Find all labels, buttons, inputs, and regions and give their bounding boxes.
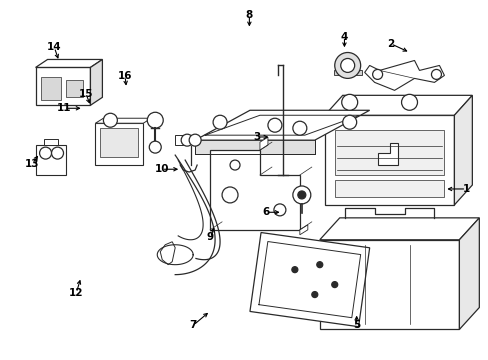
Text: 12: 12	[69, 288, 83, 298]
Polygon shape	[299, 225, 307, 235]
Text: 13: 13	[25, 159, 40, 169]
Circle shape	[149, 141, 161, 153]
Polygon shape	[175, 135, 183, 145]
Polygon shape	[65, 80, 83, 97]
Polygon shape	[319, 240, 458, 329]
Polygon shape	[36, 67, 90, 105]
Polygon shape	[453, 95, 471, 205]
Circle shape	[292, 186, 310, 204]
Circle shape	[430, 69, 441, 80]
Polygon shape	[90, 59, 102, 105]
Polygon shape	[100, 128, 138, 157]
Circle shape	[341, 94, 357, 110]
Circle shape	[291, 267, 297, 273]
Text: 7: 7	[189, 320, 197, 330]
Circle shape	[316, 262, 322, 268]
Circle shape	[267, 118, 281, 132]
Polygon shape	[319, 218, 478, 240]
Polygon shape	[195, 110, 369, 140]
Polygon shape	[324, 95, 471, 115]
Text: 11: 11	[57, 103, 71, 113]
Polygon shape	[334, 180, 444, 197]
Circle shape	[40, 147, 51, 159]
Polygon shape	[377, 143, 397, 165]
Polygon shape	[249, 233, 369, 327]
Polygon shape	[324, 115, 453, 205]
Polygon shape	[458, 218, 478, 329]
Circle shape	[222, 187, 238, 203]
Text: 6: 6	[262, 207, 269, 217]
Polygon shape	[43, 139, 58, 145]
Text: 14: 14	[47, 42, 61, 52]
Polygon shape	[210, 150, 299, 230]
Circle shape	[229, 160, 240, 170]
Circle shape	[340, 58, 354, 72]
Circle shape	[334, 53, 360, 78]
Text: 8: 8	[245, 10, 252, 20]
Polygon shape	[364, 60, 444, 90]
Polygon shape	[41, 77, 61, 100]
Circle shape	[51, 147, 63, 159]
Text: 5: 5	[352, 320, 360, 330]
Polygon shape	[334, 130, 444, 175]
Circle shape	[297, 191, 305, 199]
Circle shape	[311, 292, 317, 298]
Circle shape	[189, 134, 201, 146]
Circle shape	[401, 94, 417, 110]
Circle shape	[273, 204, 285, 216]
Text: 10: 10	[154, 164, 168, 174]
Text: 9: 9	[206, 232, 213, 242]
Polygon shape	[160, 242, 175, 265]
Text: 4: 4	[340, 32, 347, 41]
Text: 15: 15	[79, 89, 93, 99]
Circle shape	[372, 69, 382, 80]
Polygon shape	[260, 137, 267, 150]
Text: 2: 2	[386, 39, 394, 49]
Circle shape	[331, 282, 337, 288]
Circle shape	[292, 121, 306, 135]
Circle shape	[342, 115, 356, 129]
Polygon shape	[195, 140, 314, 154]
Polygon shape	[95, 118, 151, 123]
Text: 1: 1	[462, 184, 469, 194]
Polygon shape	[36, 145, 65, 175]
Polygon shape	[333, 71, 361, 75]
Text: 3: 3	[253, 132, 260, 142]
Circle shape	[181, 134, 193, 146]
Circle shape	[147, 112, 163, 128]
Polygon shape	[36, 59, 102, 67]
Polygon shape	[95, 123, 143, 165]
Circle shape	[213, 115, 226, 129]
Circle shape	[103, 113, 117, 127]
Text: 16: 16	[118, 71, 132, 81]
